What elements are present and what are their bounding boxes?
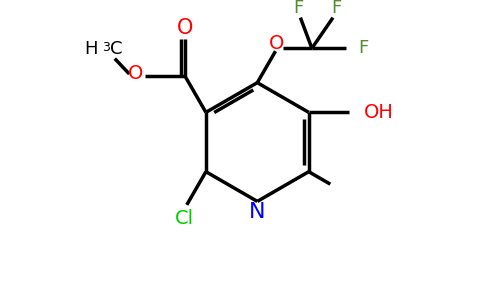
Text: O: O bbox=[128, 64, 144, 83]
Text: F: F bbox=[358, 39, 368, 57]
Text: OH: OH bbox=[364, 103, 394, 122]
Text: Cl: Cl bbox=[175, 209, 195, 228]
Text: O: O bbox=[177, 18, 193, 38]
Text: C: C bbox=[110, 40, 122, 58]
Text: F: F bbox=[293, 0, 303, 17]
Text: 3: 3 bbox=[102, 41, 110, 54]
Text: O: O bbox=[269, 34, 284, 53]
Text: H: H bbox=[84, 40, 98, 58]
Text: F: F bbox=[332, 0, 342, 17]
Text: N: N bbox=[249, 202, 266, 222]
